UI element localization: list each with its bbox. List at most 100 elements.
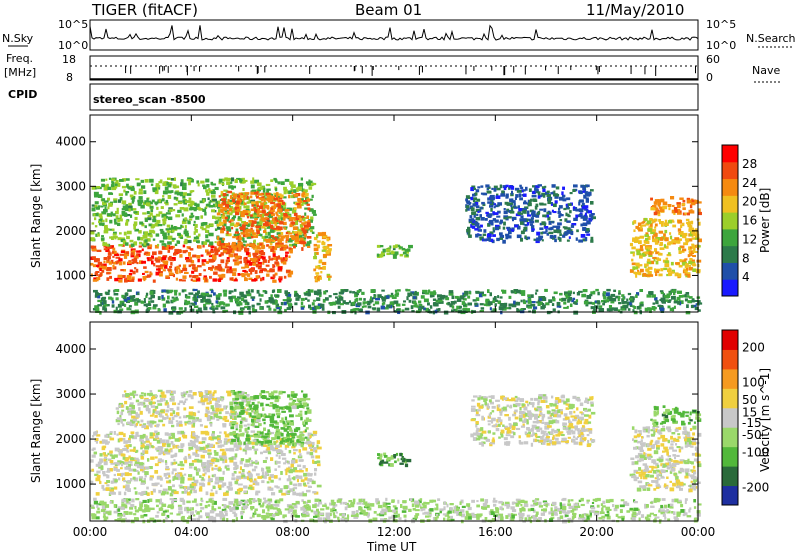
echo-cell	[202, 228, 207, 230]
echo-cell	[262, 214, 264, 218]
echo-cell	[116, 307, 118, 311]
echo-cell	[249, 262, 252, 265]
echo-cell	[116, 297, 119, 300]
echo-cell	[500, 303, 505, 306]
echo-cell	[177, 407, 180, 411]
echo-cell	[194, 203, 197, 206]
echo-cell	[481, 307, 485, 310]
echo-cell	[508, 228, 511, 232]
echo-cell	[276, 295, 279, 297]
echo-cell	[119, 432, 124, 435]
echo-cell	[655, 300, 658, 304]
echo-cell	[106, 484, 109, 486]
echo-cell	[438, 308, 440, 311]
echo-cell	[232, 236, 235, 238]
echo-cell	[257, 205, 259, 207]
echo-cell	[142, 212, 146, 214]
echo-cell	[251, 289, 254, 292]
echo-cell	[586, 234, 590, 236]
echo-cell	[626, 299, 628, 302]
echo-cell	[579, 214, 583, 216]
echo-cell	[451, 301, 455, 305]
echo-cell	[118, 199, 121, 203]
echo-cell	[637, 270, 639, 272]
echo-cell	[265, 291, 268, 294]
echo-cell	[154, 470, 158, 474]
echo-cell	[226, 181, 230, 185]
echo-cell	[243, 300, 247, 303]
echo-cell	[588, 210, 592, 213]
echo-cell	[149, 258, 152, 261]
echo-cell	[206, 184, 209, 188]
echo-cell	[124, 390, 126, 392]
echo-cell	[427, 302, 430, 305]
echo-cell	[674, 207, 677, 211]
nave-tick-top: 60	[706, 53, 720, 66]
echo-cell	[119, 450, 123, 452]
echo-cell	[413, 305, 418, 308]
echo-cell	[224, 438, 228, 441]
echo-cell	[223, 213, 225, 216]
echo-cell	[504, 187, 507, 190]
echo-cell	[168, 475, 170, 477]
echo-cell	[259, 271, 263, 273]
echo-cell	[494, 220, 498, 223]
echo-cell	[105, 207, 107, 210]
echo-cell	[151, 445, 154, 448]
echo-cell	[179, 421, 183, 423]
echo-cell	[113, 262, 116, 265]
echo-cell	[173, 410, 176, 414]
echo-cell	[670, 236, 672, 240]
echo-cell	[468, 303, 473, 306]
echo-cell	[258, 293, 260, 296]
echo-cell	[156, 214, 160, 217]
echo-cell	[92, 207, 96, 211]
echo-cell	[185, 201, 189, 203]
echo-cell	[158, 296, 161, 300]
echo-cell	[217, 213, 221, 216]
echo-cell	[220, 444, 225, 446]
echo-cell	[572, 189, 575, 192]
echo-cell	[242, 270, 246, 272]
echo-cell	[141, 483, 146, 485]
echo-cell	[119, 179, 124, 182]
echo-cell	[299, 449, 301, 453]
echo-cell	[246, 464, 249, 467]
echo-cell	[152, 224, 156, 228]
echo-cell	[647, 228, 652, 231]
echo-cell	[293, 484, 296, 486]
echo-cell	[573, 311, 578, 315]
echo-cell	[197, 468, 199, 472]
echo-cell	[163, 308, 166, 312]
echo-cell	[212, 437, 216, 440]
echo-cell	[242, 188, 244, 191]
echo-cell	[270, 225, 273, 229]
echo-cell	[261, 247, 264, 250]
echo-cell	[165, 187, 169, 191]
echo-cell	[160, 410, 164, 412]
echo-cell	[438, 300, 442, 302]
echo-cell	[226, 231, 228, 234]
echo-cell	[421, 307, 424, 309]
echo-cell	[327, 238, 330, 241]
echo-cell	[475, 234, 479, 238]
echo-cell	[227, 257, 230, 259]
echo-cell	[137, 183, 141, 186]
echo-cell	[202, 245, 204, 248]
echo-cell	[279, 200, 284, 202]
echo-cell	[289, 218, 293, 220]
echo-cell	[692, 245, 695, 249]
echo-cell	[266, 467, 271, 470]
echo-cell	[213, 272, 218, 275]
echo-cell	[301, 302, 303, 305]
echo-cell	[194, 237, 199, 240]
echo-cell	[192, 483, 197, 486]
echo-cell	[654, 201, 657, 205]
echo-cell	[692, 268, 696, 272]
echo-cell	[268, 308, 271, 311]
echo-cell	[548, 232, 553, 234]
echo-cell	[291, 192, 293, 194]
echo-cell	[229, 254, 233, 257]
echo-cell	[628, 293, 631, 295]
